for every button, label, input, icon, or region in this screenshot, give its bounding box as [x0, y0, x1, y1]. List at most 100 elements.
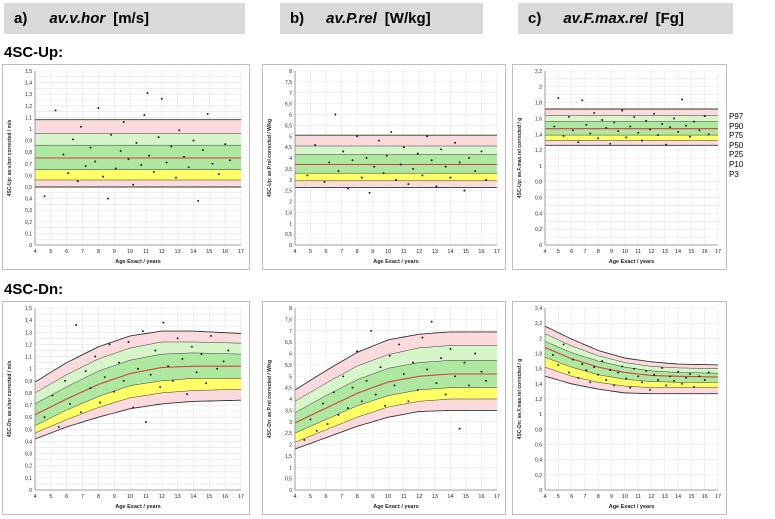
x-tick-label: 4 — [33, 249, 36, 255]
band-p90-p97 — [295, 331, 497, 402]
data-point — [148, 154, 151, 157]
data-point — [64, 379, 67, 382]
y-tick-label: 3 — [289, 178, 292, 184]
data-point — [454, 141, 456, 144]
data-point — [43, 195, 46, 198]
data-point — [645, 119, 648, 122]
y-tick-label: 0,5 — [25, 427, 32, 433]
band-p10-p25 — [35, 378, 241, 433]
y-tick-label: 1 — [29, 367, 32, 373]
data-point — [127, 341, 130, 343]
data-point — [463, 189, 466, 192]
x-tick-label: 5 — [557, 249, 560, 255]
data-point — [665, 143, 668, 146]
y-tick-label: 0 — [29, 488, 32, 494]
y-tick-label: 1,6 — [535, 116, 542, 122]
data-point — [360, 176, 363, 179]
x-tick-label: 13 — [432, 249, 438, 255]
y-tick-label: 0,1 — [25, 476, 32, 482]
x-tick-label: 17 — [238, 249, 244, 255]
data-point — [601, 119, 604, 121]
data-point — [585, 369, 588, 372]
data-point — [322, 402, 324, 405]
data-point — [621, 109, 624, 112]
y-tick-label: 1,5 — [25, 69, 32, 75]
data-point — [209, 334, 212, 337]
y-tick-label: 0,7 — [25, 403, 32, 409]
data-point — [137, 367, 139, 370]
data-point — [368, 191, 371, 194]
data-point — [152, 170, 155, 173]
data-point — [309, 418, 312, 421]
data-point — [141, 330, 144, 333]
chart-c-up: 0 0,2 0,4 0,6 0,8 1 1,2 1,4 1,6 1,8 2 2,2 4 5 6 7 8 9 10 11… — [517, 69, 721, 265]
percentile-legend: P97 P90 P75 P50 P25 P10 P3 — [729, 112, 743, 179]
data-point — [113, 390, 116, 393]
x-tick-label: 5 — [309, 249, 312, 255]
x-tick-label: 11 — [401, 494, 407, 500]
data-point — [67, 172, 70, 175]
data-point — [315, 429, 318, 432]
x-tick-label: 10 — [622, 494, 628, 500]
data-point — [89, 146, 92, 149]
legend-p25: P25 — [729, 150, 744, 160]
y-tick-label: 0,4 — [535, 211, 542, 217]
percentile-line-p3 — [34, 399, 242, 440]
header-b: b) av.P.rel [W/kg] — [280, 3, 483, 34]
data-point — [480, 150, 483, 153]
x-tick-label: 11 — [401, 249, 407, 255]
data-point — [421, 336, 424, 339]
data-point — [653, 112, 656, 115]
data-point — [398, 343, 401, 346]
data-point — [178, 129, 181, 132]
x-tick-label: 6 — [325, 249, 328, 255]
y-tick-label: 5 — [289, 134, 292, 140]
data-point — [200, 353, 203, 356]
y-tick-label: 1,6 — [535, 367, 542, 373]
y-tick-label: 0,6 — [25, 173, 32, 179]
data-point — [485, 379, 488, 382]
data-point — [685, 376, 688, 379]
data-point — [581, 99, 584, 102]
data-point — [677, 370, 680, 373]
data-point — [170, 145, 173, 148]
x-tick-label: 11 — [635, 494, 641, 500]
x-tick-label: 17 — [494, 494, 500, 500]
legend-p3: P3 — [729, 169, 739, 179]
x-tick-label: 13 — [662, 249, 668, 255]
y-tick-label: 1,1 — [25, 115, 32, 121]
y-tick-label: 0,7 — [25, 162, 32, 168]
x-tick-label: 15 — [688, 249, 694, 255]
band-p75-p90 — [295, 146, 497, 155]
band-p3-p10 — [35, 180, 241, 187]
y-tick-label: 0,3 — [25, 452, 32, 458]
y-tick-label: 5,5 — [285, 363, 292, 369]
data-point — [454, 375, 456, 378]
data-point — [399, 163, 402, 166]
y-tick-label: 6 — [289, 113, 292, 119]
x-tick-label: 13 — [432, 494, 438, 500]
x-tick-label: 11 — [143, 249, 149, 255]
data-point — [703, 379, 706, 381]
x-axis-label: Age Exact / years — [609, 504, 655, 510]
percentile-line-p3 — [294, 409, 497, 450]
x-tick-label: 7 — [340, 249, 343, 255]
percentile-line-p10 — [34, 389, 242, 434]
y-tick-label: 0 — [539, 488, 542, 494]
data-point — [144, 421, 147, 424]
x-tick-label: 5 — [309, 494, 312, 500]
x-tick-label: 11 — [143, 494, 149, 500]
x-tick-label: 9 — [371, 494, 374, 500]
x-tick-label: 8 — [597, 249, 600, 255]
data-point — [62, 153, 65, 156]
x-tick-label: 12 — [416, 249, 422, 255]
x-tick-label: 8 — [356, 494, 359, 500]
y-tick-label: 2,2 — [535, 69, 542, 75]
y-tick-label: 0,2 — [535, 227, 542, 233]
x-tick-label: 12 — [159, 249, 165, 255]
data-point — [653, 373, 656, 376]
data-point — [703, 115, 706, 118]
data-point — [346, 187, 349, 190]
data-point — [373, 165, 376, 168]
y-tick-label: 1 — [539, 164, 542, 170]
